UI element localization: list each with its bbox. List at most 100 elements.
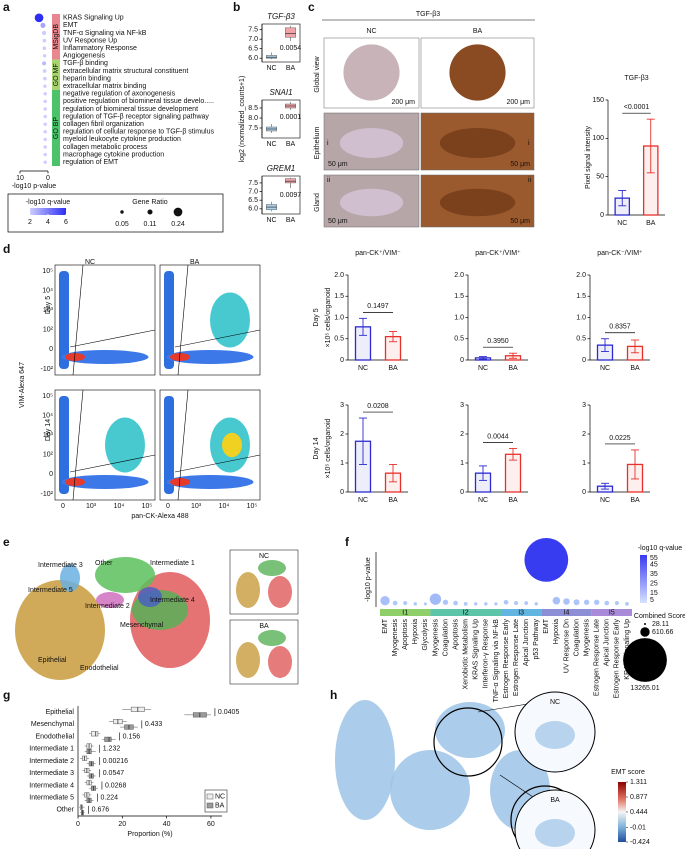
dot [42,69,47,73]
dot [43,107,47,111]
chart-title: TGF-β3 [267,12,295,21]
image-title: TGF-β3 [416,11,440,18]
gate [174,329,261,348]
box [285,27,296,38]
x-tick-label: NC [600,365,610,372]
colorbar-label: 1.311 [630,779,647,786]
bubble [429,593,442,605]
term-label: TGF-β binding [63,60,108,67]
p-value: 0.0097 [280,192,302,199]
term-label: TNF-α Signaling via NF-kB [63,30,147,37]
x-tick-label: 10⁴ [114,503,125,510]
y-tick-label: Enodothelial [35,733,74,740]
box [285,178,296,184]
cluster-name: I2 [463,610,469,617]
term-label: Hypoxia [553,619,560,644]
legend-size-label: 0.11 [143,221,156,228]
p-value: <0.0001 [624,104,650,111]
legend-size [173,207,183,217]
y-tick-label: 2.0 [334,272,344,279]
bubble [604,600,610,606]
y-tick-label: 1.5 [454,293,464,300]
y-axis-label: ×10⁵ cells/organoid [325,287,332,347]
term-label: Xenobiotic Metabolism [463,619,470,690]
y-tick-label: 0 [49,471,53,478]
panel-label: h [330,688,337,702]
term-label: Estrogen Response Late [594,619,601,696]
term-label: EMT [543,618,550,634]
p-value: 0.3950 [487,338,509,345]
panel-label: c [308,0,315,14]
x-tick-label: 20 [118,821,126,828]
term-label: extracellular matrix structural constitu… [63,68,188,75]
y-axis-label: -log10 p-value [365,557,372,601]
umap-cloud [535,819,575,847]
bubble [563,598,570,605]
bubble [614,600,619,606]
term-label: collagen fibril organization [63,121,144,128]
x-tick-label: NC [266,141,276,148]
row-label: Gland [314,193,321,212]
box [266,55,277,59]
group-label: NC [259,553,269,560]
group-label: NC [366,28,376,35]
p-value: 0.0044 [487,433,509,440]
y-tick-label: 10³ [43,307,54,314]
density-core [170,478,190,486]
y-tick-label: 50 [596,174,604,181]
dot [42,38,47,43]
term-label: extracellular matrix binding [63,83,146,90]
umap-cloud [535,721,575,749]
dot [40,22,46,28]
gate [177,389,189,501]
term-label: Coagulation [573,619,580,656]
y-tick-label: 0 [582,489,586,496]
p-value: 0.156 [123,733,141,740]
term-label: regulation of biomineral tissue developm… [63,106,198,113]
x-tick-label: 0 [46,175,50,182]
cluster-label: Intermediate 1 [150,560,195,567]
p-value: 0.0225 [609,435,631,442]
cluster-name: I4 [564,610,570,617]
bubble [474,602,478,606]
chart-title: pan-CK⁺/VIM⁻ [355,250,401,257]
density-core [65,478,85,486]
x-axis-label: Proportion (%) [127,831,172,838]
y-tick-label: 8.0 [248,115,258,122]
legend-label: NC [215,793,225,800]
term-label: Apical Junction [523,619,530,666]
y-tick-label: Intermediate 2 [29,758,74,765]
term-label: myeloid leukocyte cytokine production [63,136,181,143]
bubble [583,599,590,605]
term-label: Angiogenesis [63,53,106,60]
y-tick-label: 0.5 [334,336,344,343]
cluster-label: Epithelial [38,657,67,664]
bubble [524,601,529,605]
group-label: NC [550,699,560,706]
dot [43,160,47,164]
term-label: p53 Pathway [533,619,540,660]
y-tick-label: 8.5 [248,105,258,112]
dot [43,84,47,88]
bubble [463,601,468,606]
y-tick-label: 150 [592,97,604,104]
density-core [65,353,85,361]
y-tick-label: 7.5 [248,125,258,132]
y-tick-label: 1.0 [576,314,586,321]
cluster-label: Intermediate 5 [28,587,73,594]
term-label: Myogenesis [432,619,439,657]
y-tick-label: Intermediate 1 [29,746,74,753]
cluster-label: Intermediate 3 [38,562,83,569]
p-value: 0.0547 [103,770,125,777]
inset-label: ii [528,177,532,184]
term-label: Myogenesis [392,619,399,657]
y-tick-label: 7.0 [248,188,258,195]
x-tick-label: 10 [16,175,24,182]
bubble [494,602,498,606]
umap-cluster [138,587,162,607]
y-tick-label: Intermediate 5 [29,795,74,802]
term-label: EMT [63,22,79,29]
x-tick-label: NC [600,497,610,504]
p-value: 0.0054 [280,45,302,52]
